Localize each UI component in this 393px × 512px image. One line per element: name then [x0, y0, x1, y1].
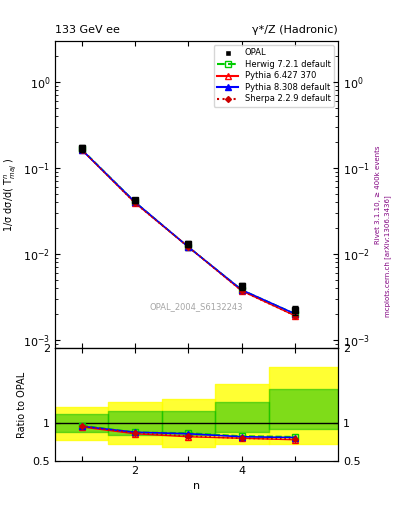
Text: mcplots.cern.ch [arXiv:1306.3436]: mcplots.cern.ch [arXiv:1306.3436]	[384, 195, 391, 317]
Text: OPAL_2004_S6132243: OPAL_2004_S6132243	[150, 302, 243, 311]
Y-axis label: 1/σ dσ/d( T$^n_{maj}$ ): 1/σ dσ/d( T$^n_{maj}$ )	[2, 157, 18, 232]
Y-axis label: Rivet 3.1.10, ≥ 400k events: Rivet 3.1.10, ≥ 400k events	[375, 145, 382, 244]
Y-axis label: Ratio to OPAL: Ratio to OPAL	[17, 371, 27, 438]
Legend: OPAL, Herwig 7.2.1 default, Pythia 6.427 370, Pythia 8.308 default, Sherpa 2.2.9: OPAL, Herwig 7.2.1 default, Pythia 6.427…	[214, 45, 334, 107]
Text: 133 GeV ee: 133 GeV ee	[55, 25, 120, 35]
Text: γ*/Z (Hadronic): γ*/Z (Hadronic)	[252, 25, 338, 35]
X-axis label: n: n	[193, 481, 200, 491]
